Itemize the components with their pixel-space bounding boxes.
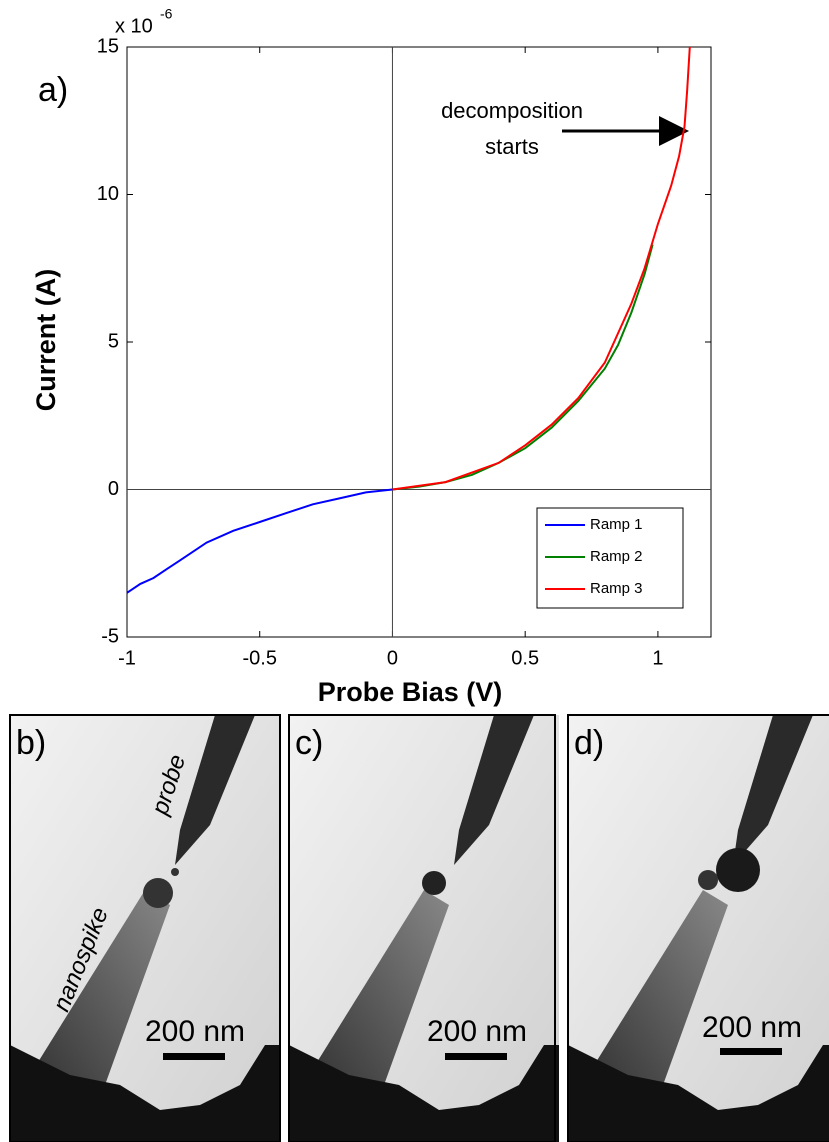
y-tick-label: -5 (101, 625, 119, 647)
scale-bar-label: 200 nm (145, 1015, 245, 1048)
panel-label: b) (16, 724, 46, 762)
x-tick-label: 1 (652, 647, 663, 669)
line-series (392, 46, 691, 491)
scale-bar-label: 200 nm (702, 1011, 802, 1044)
scale-bar (445, 1053, 507, 1060)
x-axis-label: Probe Bias (V) (318, 677, 503, 707)
legend-label: Ramp 2 (590, 548, 643, 565)
scale-bar (163, 1053, 225, 1060)
scale-bar (720, 1048, 782, 1055)
x-tick-label: 0.5 (511, 647, 539, 669)
x-tick-label: -1 (118, 647, 136, 669)
y-multiplier: x 10 (115, 15, 153, 37)
panel-b: b) probe nanospike 200 nm (9, 714, 281, 1142)
legend-label: Ramp 3 (590, 580, 643, 597)
panel-label: a) (38, 71, 68, 109)
legend-label: Ramp 1 (590, 516, 643, 533)
y-tick-label: 0 (108, 478, 119, 500)
y-tick-label: 10 (97, 183, 119, 205)
panel-d: d) 200 nm (567, 714, 829, 1142)
panel-c: c) 200 nm (288, 714, 559, 1142)
line-series (126, 488, 393, 594)
x-tick-label: -0.5 (242, 647, 276, 669)
x-tick-label: 0 (387, 647, 398, 669)
annotation: starts (485, 134, 539, 159)
y-tick-label: 5 (108, 330, 119, 352)
y-exponent: -6 (160, 6, 173, 22)
panel-label: d) (574, 724, 604, 762)
y-axis-label: Current (A) (31, 269, 61, 412)
line-series (392, 244, 654, 491)
y-tick-label: 15 (97, 35, 119, 57)
scale-bar-label: 200 nm (427, 1015, 527, 1048)
annotation: decomposition (441, 98, 583, 123)
panel-label: c) (295, 724, 323, 762)
